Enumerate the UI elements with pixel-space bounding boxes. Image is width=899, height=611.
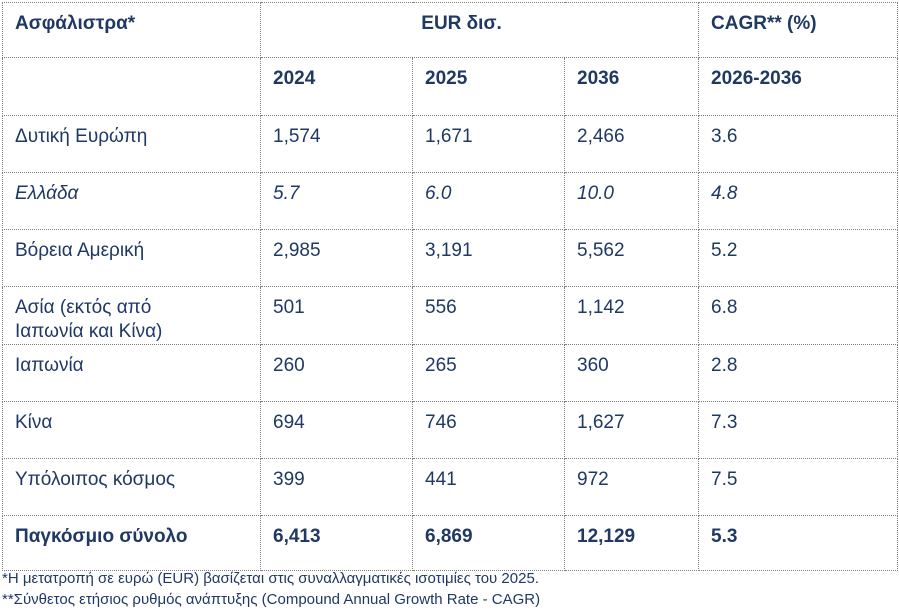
value-2024-cell: 5.7	[260, 172, 413, 230]
table-row: Ιαπωνία 260 265 360 2.8	[2, 344, 899, 402]
value-2036-cell: 5,562	[563, 229, 700, 287]
value-2025-cell: 3,191	[412, 229, 565, 287]
region-cell: Δυτική Ευρώπη	[2, 115, 261, 173]
region-cell: Βόρεια Αμερική	[2, 229, 261, 287]
total-2025-cell: 6,869	[412, 515, 565, 571]
region-cell: Ασία (εκτός από Ιαπωνία και Κίνα)	[2, 286, 261, 345]
year-header-2036: 2036	[563, 57, 700, 116]
value-2036-cell: 1,627	[563, 401, 700, 459]
year-header-cagr-period: 2026-2036	[698, 57, 899, 116]
total-label-cell: Παγκόσμιο σύνολο	[2, 515, 261, 571]
total-2036-cell: 12,129	[563, 515, 700, 571]
region-cell: Ελλάδα	[2, 172, 261, 230]
cagr-cell: 4.8	[698, 172, 899, 230]
table-row: Ελλάδα 5.7 6.0 10.0 4.8	[2, 172, 899, 230]
header-currency-unit: EUR δισ.	[259, 2, 700, 58]
table-row: Υπόλοιπος κόσμος 399 441 972 7.5	[2, 458, 899, 516]
region-line-2: Ιαπωνία και Κίνα)	[15, 321, 163, 342]
table-row: Ασία (εκτός από Ιαπωνία και Κίνα) 501 55…	[2, 286, 899, 345]
value-2025-cell: 265	[412, 344, 565, 402]
cagr-cell: 3.6	[698, 115, 899, 173]
cagr-cell: 7.3	[698, 401, 899, 459]
cagr-cell: 2.8	[698, 344, 899, 402]
value-2024-cell: 694	[260, 401, 413, 459]
footnotes: *Η μετατροπή σε ευρώ (EUR) βασίζεται στι…	[2, 568, 540, 610]
table-row: Βόρεια Αμερική 2,985 3,191 5,562 5.2	[2, 229, 899, 287]
table-row: Δυτική Ευρώπη 1,574 1,671 2,466 3.6	[2, 115, 899, 173]
year-header-empty-cell	[2, 57, 261, 116]
insurance-premiums-table: Ασφάλιστρα* EUR δισ. CAGR** (%) 2024 202…	[2, 2, 899, 571]
value-2036-cell: 360	[563, 344, 700, 402]
cagr-cell: 7.5	[698, 458, 899, 516]
value-2024-cell: 1,574	[260, 115, 413, 173]
value-2025-cell: 441	[412, 458, 565, 516]
header-cagr-label: CAGR** (%)	[698, 2, 899, 58]
region-cell: Υπόλοιπος κόσμος	[2, 458, 261, 516]
value-2024-cell: 501	[260, 286, 413, 345]
cagr-cell: 5.2	[698, 229, 899, 287]
value-2024-cell: 399	[260, 458, 413, 516]
footnote-cagr-definition: **Σύνθετος ετήσιος ρυθμός ανάπτυξης (Com…	[2, 591, 541, 608]
value-2024-cell: 2,985	[260, 229, 413, 287]
value-2036-cell: 972	[563, 458, 700, 516]
value-2036-cell: 10.0	[563, 172, 700, 230]
region-line-1: Ασία (εκτός από	[15, 297, 152, 318]
value-2036-cell: 1,142	[563, 286, 700, 345]
year-header-row: 2024 2025 2036 2026-2036	[2, 57, 899, 116]
year-header-2025: 2025	[412, 57, 565, 116]
total-2024-cell: 6,413	[260, 515, 413, 571]
cagr-cell: 6.8	[698, 286, 899, 345]
value-2036-cell: 2,466	[563, 115, 700, 173]
year-header-2024: 2024	[260, 57, 413, 116]
value-2025-cell: 1,671	[412, 115, 565, 173]
total-row: Παγκόσμιο σύνολο 6,413 6,869 12,129 5.3	[2, 515, 899, 571]
header-row-label: Ασφάλιστρα*	[2, 2, 261, 58]
value-2025-cell: 6.0	[412, 172, 565, 230]
header-row: Ασφάλιστρα* EUR δισ. CAGR** (%)	[2, 2, 899, 58]
value-2024-cell: 260	[260, 344, 413, 402]
table-row: Κίνα 694 746 1,627 7.3	[2, 401, 899, 459]
total-cagr-cell: 5.3	[698, 515, 899, 571]
footnote-exchange-rate: *Η μετατροπή σε ευρώ (EUR) βασίζεται στι…	[2, 570, 539, 587]
region-cell: Κίνα	[2, 401, 261, 459]
value-2025-cell: 746	[412, 401, 565, 459]
value-2025-cell: 556	[412, 286, 565, 345]
region-cell: Ιαπωνία	[2, 344, 261, 402]
